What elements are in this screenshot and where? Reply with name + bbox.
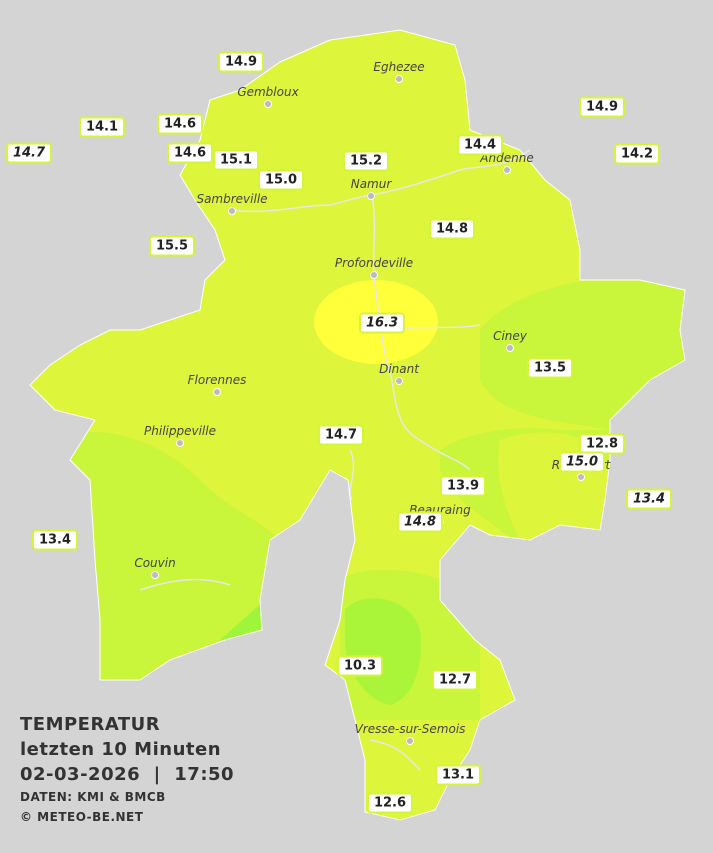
town-label: Profondeville (334, 256, 414, 270)
station-temperature: 14.6 (156, 113, 204, 135)
station-temperature: 16.3 (358, 312, 406, 334)
town-dot (503, 166, 511, 174)
station-temperature: 14.7 (317, 424, 365, 446)
town-dot (213, 388, 221, 396)
town-label: Sambreville (196, 192, 268, 206)
town-label: Ciney (493, 329, 527, 343)
station-temperature: 14.8 (428, 218, 476, 240)
legend-title: TEMPERATUR (20, 714, 161, 735)
station-temperature: 14.9 (578, 96, 626, 118)
town-label: Namur (350, 177, 392, 191)
station-temperature: 15.0 (257, 169, 305, 191)
town-label: Couvin (134, 556, 176, 570)
legend-source: DATEN: KMI & BMCB (20, 790, 166, 804)
station-temperature: 14.1 (78, 116, 126, 138)
station-temperature: 10.3 (336, 655, 384, 677)
town-dot (406, 737, 414, 745)
town-label: Florennes (187, 373, 247, 387)
station-temperature: 15.2 (342, 150, 390, 172)
town-label: Eghezee (373, 60, 425, 74)
station-temperature: 12.7 (431, 669, 479, 691)
town-label: Dinant (379, 362, 419, 376)
town-dot (176, 439, 184, 447)
town-label: Philippeville (144, 424, 216, 438)
station-temperature: 14.2 (613, 143, 661, 165)
legend-copyright: © METEO-BE.NET (20, 810, 144, 824)
station-temperature: 12.6 (366, 792, 414, 814)
station-temperature: 13.5 (526, 357, 574, 379)
town-dot (577, 473, 585, 481)
legend: TEMPERATUR letzten 10 Minuten 02-03-2026… (20, 712, 234, 827)
town-dot (395, 75, 403, 83)
town-dot (506, 344, 514, 352)
town-dot (367, 192, 375, 200)
town-dot (264, 100, 272, 108)
town-dot (228, 207, 236, 215)
station-temperature: 15.0 (558, 451, 606, 473)
station-temperature: 15.1 (212, 149, 260, 171)
town-dot (151, 571, 159, 579)
legend-timestamp: 02-03-2026 | 17:50 (20, 764, 235, 785)
legend-period: letzten 10 Minuten (20, 739, 222, 760)
station-temperature: 13.4 (625, 488, 673, 510)
station-temperature: 14.9 (217, 51, 265, 73)
town-dot (395, 377, 403, 385)
town-dot (370, 271, 378, 279)
town-label: Vresse-sur-Semois (354, 722, 466, 736)
station-temperature: 15.5 (148, 235, 196, 257)
station-temperature: 14.6 (166, 142, 214, 164)
town-label: Gembloux (237, 85, 299, 99)
station-temperature: 13.4 (31, 529, 79, 551)
station-temperature: 13.1 (434, 764, 482, 786)
station-temperature: 13.9 (439, 475, 487, 497)
station-temperature: 14.4 (456, 134, 504, 156)
station-temperature: 14.7 (5, 142, 53, 164)
station-temperature: 14.8 (396, 511, 444, 533)
